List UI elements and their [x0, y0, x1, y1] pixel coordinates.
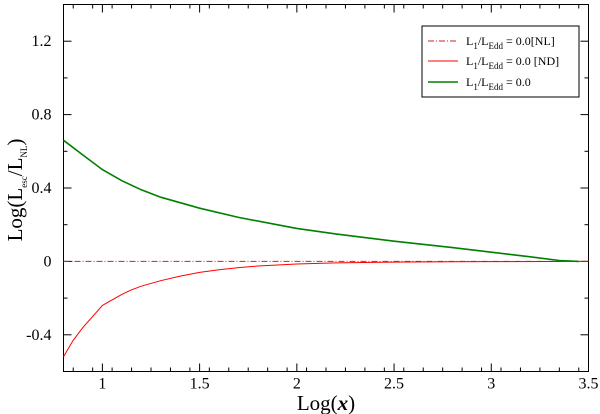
legend-label-nl: L1/LEdd = 0.0[NL]: [466, 34, 555, 51]
x-axis-title: Log(x): [297, 391, 355, 414]
x-tick-label: 1: [98, 376, 106, 393]
y-tick-label: 0: [44, 253, 52, 270]
series-line-full: [63, 139, 579, 263]
legend: L1/LEdd = 0.0[NL] L1/LEdd = 0.0 [ND] L1/…: [421, 25, 580, 98]
legend-label-nd: L1/LEdd = 0.0 [ND]: [466, 54, 559, 71]
x-tick-label: 2: [293, 376, 301, 393]
y-tick-label: 0.4: [32, 180, 52, 197]
series-lines: [63, 139, 589, 358]
x-tick-label: 2.5: [384, 376, 404, 393]
axis-ticks: 1 1.5 2 2.5 3 3.5 -0.4 0 0.4 0.8 1.2: [26, 4, 599, 393]
x-tick-label: 3.5: [579, 376, 599, 393]
y-tick-label: 0.8: [32, 107, 52, 124]
x-tick-label: 1.5: [190, 376, 210, 393]
legend-label-full: L1/LEdd = 0.0: [466, 75, 531, 92]
x-tick-label: 3: [487, 376, 495, 393]
y-axis-title: Log(Lesc/LNL): [3, 139, 29, 242]
series-line-nd: [63, 260, 589, 358]
y-tick-label: -0.4: [26, 327, 51, 344]
y-tick-label: 1.2: [32, 33, 52, 50]
